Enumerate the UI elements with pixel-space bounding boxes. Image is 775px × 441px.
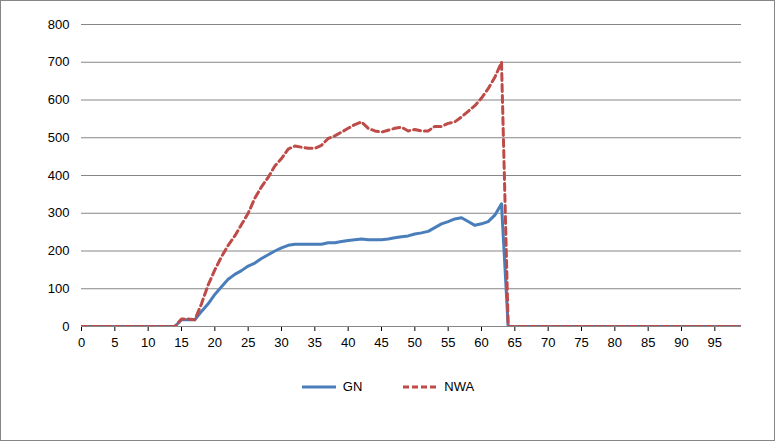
svg-text:30: 30 <box>274 335 288 350</box>
svg-text:5: 5 <box>111 335 118 350</box>
svg-text:75: 75 <box>574 335 588 350</box>
svg-text:50: 50 <box>408 335 422 350</box>
svg-text:65: 65 <box>508 335 522 350</box>
svg-text:95: 95 <box>708 335 722 350</box>
svg-text:0: 0 <box>62 319 69 334</box>
svg-text:500: 500 <box>48 130 70 145</box>
html-text:GN: GN <box>342 379 363 394</box>
svg-text:25: 25 <box>241 335 255 350</box>
svg-text:100: 100 <box>48 281 70 296</box>
svg-text:70: 70 <box>541 335 555 350</box>
svg-text:700: 700 <box>48 54 70 69</box>
html-text:NWA: NWA <box>444 379 475 394</box>
svg-text:40: 40 <box>341 335 355 350</box>
svg-text:300: 300 <box>48 205 70 220</box>
svg-text:90: 90 <box>674 335 688 350</box>
svg-text:200: 200 <box>48 243 70 258</box>
svg-text:400: 400 <box>48 168 70 183</box>
svg-text:85: 85 <box>641 335 655 350</box>
svg-text:60: 60 <box>474 335 488 350</box>
svg-text:10: 10 <box>141 335 155 350</box>
svg-text:55: 55 <box>441 335 455 350</box>
svg-text:600: 600 <box>48 92 70 107</box>
svg-text:35: 35 <box>308 335 322 350</box>
svg-text:0: 0 <box>78 335 85 350</box>
svg-text:80: 80 <box>608 335 622 350</box>
svg-text:800: 800 <box>48 17 70 32</box>
svg-text:45: 45 <box>374 335 388 350</box>
svg-text:15: 15 <box>174 335 188 350</box>
svg-text:20: 20 <box>208 335 222 350</box>
